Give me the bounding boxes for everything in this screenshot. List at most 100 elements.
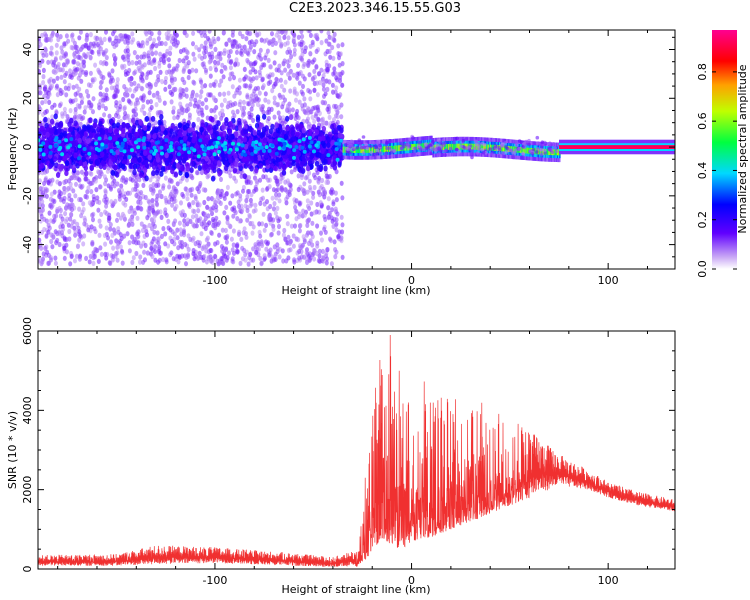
spectrogram-point [232,167,238,174]
spectrogram-point [237,218,242,224]
spectrogram-point [258,177,263,183]
spectrogram-point [213,241,218,247]
spectrogram-point [45,168,50,174]
spectrogram-point [117,196,122,202]
spectrogram-point [261,83,266,89]
spectrogram-point [98,60,103,66]
spectrogram-point [44,89,49,95]
spectrogram-point [303,175,308,181]
spectrogram-point [146,50,151,56]
spectrogram-point [237,77,242,83]
spectrogram-point [217,91,222,97]
spectrogram-point [149,44,154,50]
spectrogram-point [324,179,329,185]
spectrogram-point [283,187,288,193]
spectrogram-point [77,256,82,262]
spectrogram-point [195,200,200,206]
spectrogram-point [183,186,188,192]
spectrogram-point [286,234,291,240]
spectrogram-point [239,236,244,242]
spectrogram-point [212,97,217,103]
spectrogram-point [69,253,74,260]
spectrogram-point [320,99,325,105]
spectrogram-point [70,206,74,213]
spectrogram-point [178,94,183,100]
spectrogram-point [49,232,54,238]
spectrogram-point [65,249,69,255]
spectrogram-point [169,72,173,78]
spectrogram-point [164,51,169,57]
spectrogram-point [133,69,138,75]
spectrogram-point [261,211,266,217]
spectrogram-point [326,196,331,202]
spectrogram-point [89,165,95,172]
spectrogram-point [40,199,45,205]
spectrogram-point [186,233,191,239]
spectrogram-point [309,200,314,206]
spectrogram-point [147,90,152,96]
spectrogram-point [308,230,313,236]
spectrogram-point [315,223,320,229]
spectrogram-point [153,65,158,72]
spectrogram-point [320,177,325,184]
spectrogram-point [279,70,284,76]
spectrogram-point [73,91,78,97]
spectrogram-point [319,30,324,34]
spectrogram-point [289,223,294,229]
spectrogram-point [73,258,77,264]
spectrogram-point [302,181,307,187]
spectrogram-point [99,251,104,257]
spectrogram-point [220,248,225,254]
spectrogram-point [295,108,300,115]
spectrogram-point [77,206,82,212]
spectrogram-point [110,40,115,47]
spectrogram-point [254,187,259,193]
spectrogram-point [154,102,159,108]
spectrogram-point [286,180,291,186]
spectrogram-point [272,201,277,207]
spectrogram-point [222,91,227,97]
spectrogram-point [288,88,293,94]
spectrogram-point [286,247,291,253]
spectrogram-point [207,92,212,98]
spectrogram-point [251,257,256,263]
spectrogram-point [175,181,180,187]
spectrogram-point [288,187,293,193]
spectrogram-point [158,69,163,75]
spectrogram-point [334,227,339,233]
spectrogram-point [288,114,294,121]
spectrogram-point [124,196,129,202]
spectrogram-point [318,165,323,172]
spectrogram-point [302,96,307,102]
spectrogram-point [211,216,215,223]
spectrogram-point [230,247,235,253]
spectrogram-point [150,226,154,232]
spectrogram-point [320,248,325,254]
spectrogram-point [159,40,164,47]
spectrogram-point [339,214,344,220]
spectrogram-point [173,186,178,192]
spectrogram-point [130,31,135,37]
spectrogram-point [219,115,224,121]
spectrogram-point [326,30,331,36]
spectrogram-point [299,244,304,250]
spectrogram-point [84,170,89,177]
spectrogram-point [267,216,272,222]
spectrogram-point [297,99,302,105]
spectrogram-point [245,57,250,64]
spectrogram-point [296,173,301,179]
spectrogram-point [268,247,273,253]
spectrogram-point [133,106,138,113]
spectrogram-point [310,242,315,248]
spectrogram-point [53,69,58,76]
spectrogram-point [220,260,225,266]
spectrogram-point [191,247,196,254]
spectrogram-point [41,251,46,257]
spectrogram-point [260,221,265,227]
spectrogram-point [129,216,134,222]
spectrogram-point [263,91,268,97]
spectrogram-point [179,200,183,206]
spectrogram-point [75,48,79,55]
spectrogram-point [231,213,236,219]
spectrogram-point [134,178,139,184]
